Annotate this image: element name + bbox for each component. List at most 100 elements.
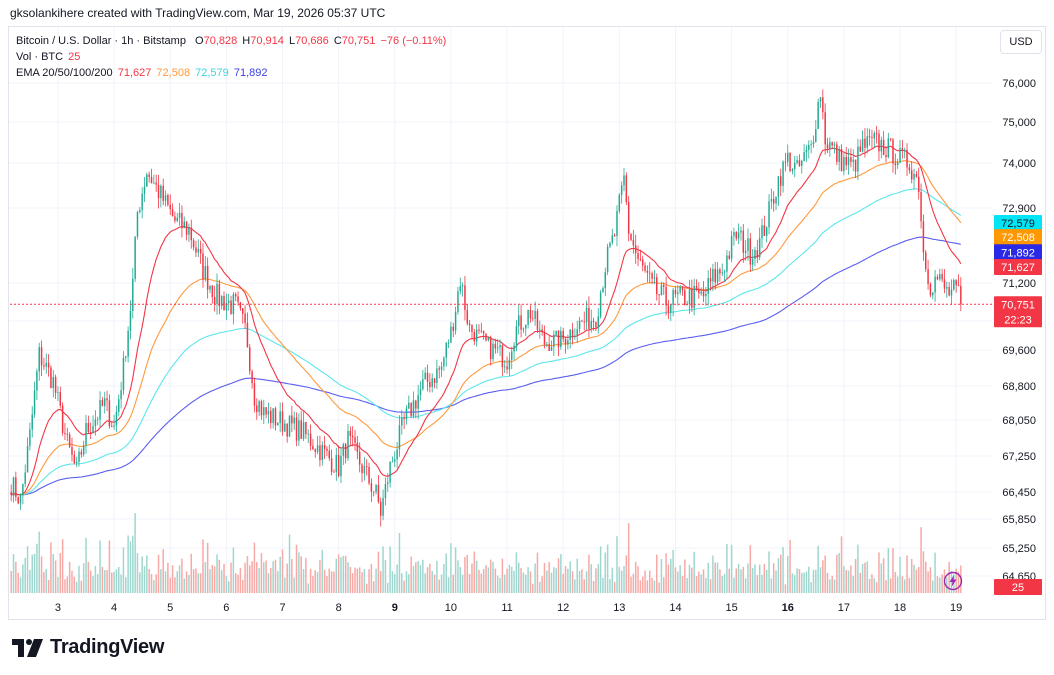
candle-body (162, 185, 164, 201)
volume-bar (150, 574, 153, 593)
grid-lines (9, 27, 992, 593)
candle-body (237, 296, 239, 303)
volume-bar (24, 557, 26, 593)
volume-bar (632, 573, 635, 593)
legend-ema20: 71,627 (117, 67, 152, 79)
volume-bar (754, 564, 756, 593)
candle-body (61, 405, 64, 433)
candle-body (167, 195, 169, 205)
volume-bar (693, 551, 695, 593)
volume-bar (244, 562, 246, 593)
legend-volume-label[interactable]: Vol · BTC (16, 51, 64, 63)
candle-body (54, 376, 57, 393)
candle-body (663, 284, 665, 287)
candle-body (936, 276, 939, 280)
volume-bar (913, 564, 915, 593)
candle-body (775, 196, 777, 204)
legend-high: 70,914 (250, 35, 284, 47)
volume-bar (896, 576, 899, 593)
candle-body (141, 193, 143, 210)
volume-bar (162, 549, 164, 593)
candle-body (148, 174, 150, 178)
volume-bar (794, 575, 796, 593)
candle-body (216, 283, 218, 304)
candle-body (737, 232, 740, 239)
volume-bar (871, 574, 873, 593)
volume-bar (351, 573, 354, 593)
candle-body (272, 408, 274, 424)
candle-body (29, 429, 31, 446)
candle-body (941, 274, 943, 280)
candle-body (695, 286, 698, 290)
candle-body (503, 366, 506, 368)
candle-body (57, 392, 59, 393)
volume-bar (401, 573, 403, 593)
candle-body (24, 472, 26, 484)
volume-bar (686, 578, 688, 593)
candle-body (915, 173, 918, 177)
volume-bar (129, 541, 132, 593)
volume-bar (155, 574, 157, 593)
candle-body (340, 455, 342, 477)
volume-bar (592, 580, 595, 593)
candle-body (957, 285, 960, 286)
volume-badge (994, 579, 1042, 595)
candle-body (412, 400, 415, 417)
volume-bar (438, 579, 440, 593)
volume-bar (344, 555, 347, 593)
candle-body (286, 423, 288, 437)
candle-body (822, 97, 824, 113)
currency-button[interactable]: USD (1000, 30, 1042, 54)
volume-bar (639, 580, 642, 593)
candle-body (225, 303, 228, 311)
candle-body (924, 252, 927, 270)
volume-bar (403, 580, 405, 593)
volume-bar (728, 568, 731, 593)
volume-bar (946, 577, 948, 593)
candle-body (365, 466, 368, 468)
candle-body (120, 390, 122, 400)
candle-body (749, 238, 752, 265)
time-axis: 3 4 5 6 7 8 9 10 11 12 13 14 15 16 17 18 19 (55, 602, 962, 614)
candle-body (927, 269, 929, 284)
legend-h-label: H (242, 35, 251, 47)
volume-bar (889, 578, 892, 593)
volume-bar (43, 571, 45, 593)
candle-body (213, 297, 216, 304)
volume-bar (316, 572, 319, 593)
candle-body (115, 411, 118, 426)
candle-body (10, 492, 12, 495)
volume-bar (197, 573, 200, 593)
candle-body (473, 331, 476, 342)
volume-bar (389, 546, 391, 593)
volume-bar (153, 580, 155, 593)
volume-bar (546, 570, 548, 593)
ema50-badge-label: 72,508 (1001, 232, 1035, 244)
volume-bar (169, 577, 171, 593)
volume-bar (953, 574, 955, 593)
volume-bar (630, 576, 632, 593)
candle-body (693, 286, 695, 308)
volume-bar (295, 544, 298, 593)
volume-bar (141, 556, 143, 593)
candle-body (667, 305, 670, 313)
lightning-icon[interactable] (943, 571, 963, 591)
candle-body (801, 160, 803, 166)
volume-bar (625, 555, 628, 593)
volume-bar (340, 557, 342, 593)
y-tick-label: 66,450 (1002, 487, 1036, 499)
legend-symbol[interactable]: Bitcoin / U.S. Dollar · 1h · Bitstamp (16, 35, 186, 47)
candle-body (258, 401, 260, 412)
candle-body (871, 137, 873, 139)
ema100-line (11, 188, 962, 496)
candle-body (702, 291, 705, 297)
volume-bar (840, 536, 843, 593)
candle-body (632, 239, 635, 246)
volume-bar (772, 563, 775, 593)
legend-ema-label[interactable]: EMA 20/50/100/200 (16, 67, 113, 79)
volume-bar (489, 559, 492, 593)
volume-bar (854, 558, 857, 593)
candle-body (300, 420, 302, 439)
candle-body (401, 417, 403, 426)
